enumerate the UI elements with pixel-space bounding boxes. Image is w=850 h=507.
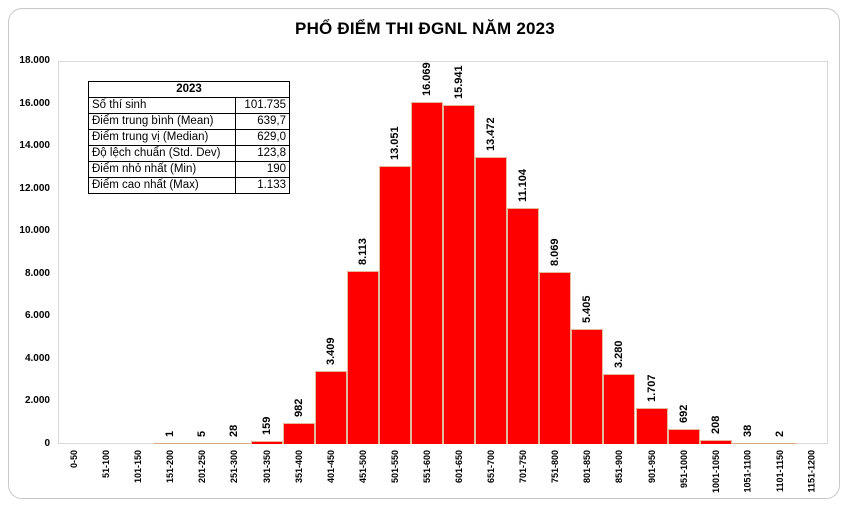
y-tick-label: 14.000 xyxy=(19,140,50,152)
x-tick-label: 951-1000 xyxy=(678,450,689,489)
y-tick-label: 2.000 xyxy=(24,395,50,407)
summary-value: 123,8 xyxy=(235,145,290,162)
summary-row: Điểm trung vị (Median) 629,0 xyxy=(88,129,290,146)
x-tick-label: 251-300 xyxy=(229,450,240,484)
summary-value: 101.735 xyxy=(235,97,290,114)
summary-value: 190 xyxy=(235,161,290,178)
bar xyxy=(282,423,315,444)
summary-value: 629,0 xyxy=(235,129,290,146)
bar xyxy=(539,272,572,444)
x-tick-label: 1151-1200 xyxy=(806,450,817,493)
bar-value-label: 11.104 xyxy=(517,168,530,202)
summary-table-header: 2023 xyxy=(88,81,290,98)
x-tick-label: 51-100 xyxy=(101,450,112,479)
bar xyxy=(378,166,411,444)
chart-title: PHỔ ĐIỂM THI ĐGNL NĂM 2023 xyxy=(295,19,555,38)
summary-row: Điểm trung bình (Mean) 639,7 xyxy=(88,113,290,130)
bar xyxy=(154,442,187,444)
bar xyxy=(346,271,379,444)
summary-row: Điểm nhỏ nhất (Min) 190 xyxy=(88,161,290,178)
x-tick-label: 1101-1150 xyxy=(774,450,785,493)
x-tick-label: 551-600 xyxy=(421,450,432,484)
summary-table: 2023 Số thí sinh 101.735 Điểm trung bình … xyxy=(88,81,290,194)
bar-value-label: 5.405 xyxy=(581,295,594,323)
bar-value-label: 3.280 xyxy=(613,340,626,369)
x-tick-label: 351-400 xyxy=(293,450,304,484)
bar xyxy=(314,371,347,444)
bar-value-label: 15.941 xyxy=(453,65,466,99)
x-tick-label: 1051-1100 xyxy=(742,450,753,493)
bar xyxy=(443,104,476,444)
x-tick-label: 651-700 xyxy=(486,450,497,484)
bar-value-label: 13.051 xyxy=(388,126,401,161)
bar xyxy=(603,374,636,444)
bar-value-label: 1 xyxy=(164,430,177,437)
bar-value-label: 28 xyxy=(228,424,241,437)
bar xyxy=(475,157,508,444)
x-tick-label: 501-550 xyxy=(389,450,400,484)
y-tick-label: 4.000 xyxy=(24,352,50,364)
x-tick-label: 401-450 xyxy=(325,450,336,484)
bar-value-label: 8.069 xyxy=(549,238,562,267)
summary-label: Điểm cao nhất (Max) xyxy=(88,177,236,194)
bar xyxy=(731,442,764,444)
bar xyxy=(218,442,251,444)
summary-label: Điểm trung vị (Median) xyxy=(88,129,236,146)
y-tick-label: 16.000 xyxy=(19,97,50,109)
y-tick-label: 12.000 xyxy=(19,182,50,194)
summary-label: Độ lệch chuẩn (Std. Dev) xyxy=(88,145,236,162)
summary-value: 639,7 xyxy=(235,113,290,130)
y-tick-label: 6.000 xyxy=(24,310,50,322)
x-tick-label: 751-800 xyxy=(550,450,561,484)
bar-value-label: 692 xyxy=(677,404,690,424)
bar xyxy=(635,407,668,444)
summary-label: Điểm nhỏ nhất (Min) xyxy=(88,161,236,178)
summary-value: 1.133 xyxy=(235,177,290,194)
y-tick-label: 10.000 xyxy=(19,225,50,237)
summary-label: Số thí sinh xyxy=(88,97,236,114)
x-tick-label: 851-900 xyxy=(614,450,625,484)
x-tick-label: 601-650 xyxy=(454,450,465,484)
bar xyxy=(186,442,219,444)
summary-row: Điểm cao nhất (Max) 1.133 xyxy=(88,177,290,194)
bar-value-label: 16.069 xyxy=(420,62,433,97)
y-tick-label: 0 xyxy=(44,438,50,449)
x-tick-label: 701-750 xyxy=(518,450,529,484)
bar-value-label: 208 xyxy=(709,415,722,434)
bar-value-label: 3.409 xyxy=(324,337,337,366)
bar xyxy=(507,207,540,444)
x-tick-label: 801-850 xyxy=(582,450,593,484)
x-tick-label: 1001-1050 xyxy=(710,450,721,494)
x-tick-label: 451-500 xyxy=(357,450,368,484)
x-tick-label: 301-350 xyxy=(261,450,272,484)
summary-row: Số thí sinh 101.735 xyxy=(88,97,290,114)
bar-value-label: 159 xyxy=(260,416,273,435)
bar xyxy=(667,429,700,444)
bar xyxy=(699,439,732,444)
x-tick-label: 151-200 xyxy=(165,450,176,484)
bar-value-label: 38 xyxy=(741,424,754,437)
summary-row: Độ lệch chuẩn (Std. Dev) 123,8 xyxy=(88,145,290,162)
bar-value-label: 982 xyxy=(292,398,305,418)
x-tick-label: 201-250 xyxy=(197,450,208,484)
x-tick-label: 101-150 xyxy=(133,450,144,484)
bar-value-label: 2 xyxy=(773,430,786,437)
y-tick-label: 8.000 xyxy=(24,267,50,279)
bar-value-label: 8.113 xyxy=(356,238,369,266)
x-tick-label: 901-950 xyxy=(646,450,657,484)
bar-value-label: 1.707 xyxy=(645,374,658,402)
y-tick-label: 18.000 xyxy=(19,55,50,66)
bar xyxy=(250,440,283,444)
bar xyxy=(571,328,604,444)
bar xyxy=(763,442,796,444)
bar-value-label: 13.472 xyxy=(485,117,498,152)
x-tick-label: 0-50 xyxy=(69,450,80,469)
summary-label: Điểm trung bình (Mean) xyxy=(88,113,236,130)
bar-value-label: 5 xyxy=(196,430,209,437)
bar xyxy=(410,102,443,444)
